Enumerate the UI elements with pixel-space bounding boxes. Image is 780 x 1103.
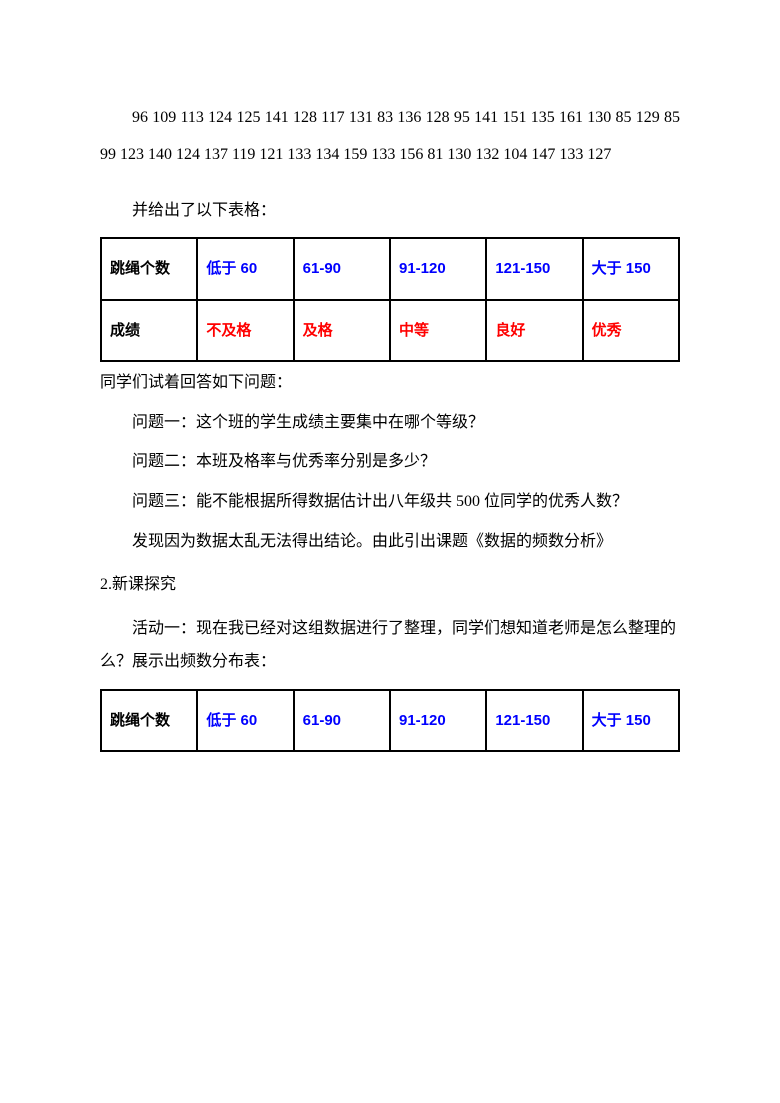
cell-range: 低于 60 [197, 238, 293, 300]
question-3: 问题三：能不能根据所得数据估计出八年级共 500 位同学的优秀人数？ [100, 485, 680, 519]
cell-range: 大于 150 [583, 238, 679, 300]
conclusion-text: 发现因为数据太乱无法得出结论。由此引出课题《数据的频数分析》 [100, 525, 680, 559]
row-label: 跳绳个数 [101, 238, 197, 300]
activity-text: 活动一：现在我已经对这组数据进行了整理，同学们想知道老师是怎么整理的么？展示出频… [100, 612, 680, 679]
cell-range: 91-120 [390, 690, 486, 752]
question-1: 问题一：这个班的学生成绩主要集中在哪个等级？ [100, 406, 680, 440]
raw-data-numbers: 96 109 113 124 125 141 128 117 131 83 13… [100, 100, 680, 174]
cell-grade: 中等 [390, 300, 486, 362]
table-row: 成绩 不及格 及格 中等 良好 优秀 [101, 300, 679, 362]
cell-range: 91-120 [390, 238, 486, 300]
score-grade-table: 跳绳个数 低于 60 61-90 91-120 121-150 大于 150 成… [100, 237, 680, 362]
cell-range: 大于 150 [583, 690, 679, 752]
numbers-text: 96 109 113 124 125 141 128 117 131 83 13… [100, 109, 680, 163]
after-table-text: 同学们试着回答如下问题： [100, 366, 680, 400]
cell-range: 61-90 [294, 690, 390, 752]
cell-range: 121-150 [486, 690, 582, 752]
cell-range: 121-150 [486, 238, 582, 300]
table-row: 跳绳个数 低于 60 61-90 91-120 121-150 大于 150 [101, 690, 679, 752]
row-label: 成绩 [101, 300, 197, 362]
section-title: 2.新课探究 [100, 568, 680, 602]
document-page: 96 109 113 124 125 141 128 117 131 83 13… [0, 0, 780, 816]
cell-range: 61-90 [294, 238, 390, 300]
cell-grade: 良好 [486, 300, 582, 362]
row-label: 跳绳个数 [101, 690, 197, 752]
cell-grade: 优秀 [583, 300, 679, 362]
cell-range: 低于 60 [197, 690, 293, 752]
intro-text: 并给出了以下表格： [100, 194, 680, 228]
table-row: 跳绳个数 低于 60 61-90 91-120 121-150 大于 150 [101, 238, 679, 300]
frequency-table: 跳绳个数 低于 60 61-90 91-120 121-150 大于 150 [100, 689, 680, 753]
cell-grade: 不及格 [197, 300, 293, 362]
cell-grade: 及格 [294, 300, 390, 362]
question-2: 问题二：本班及格率与优秀率分别是多少？ [100, 445, 680, 479]
